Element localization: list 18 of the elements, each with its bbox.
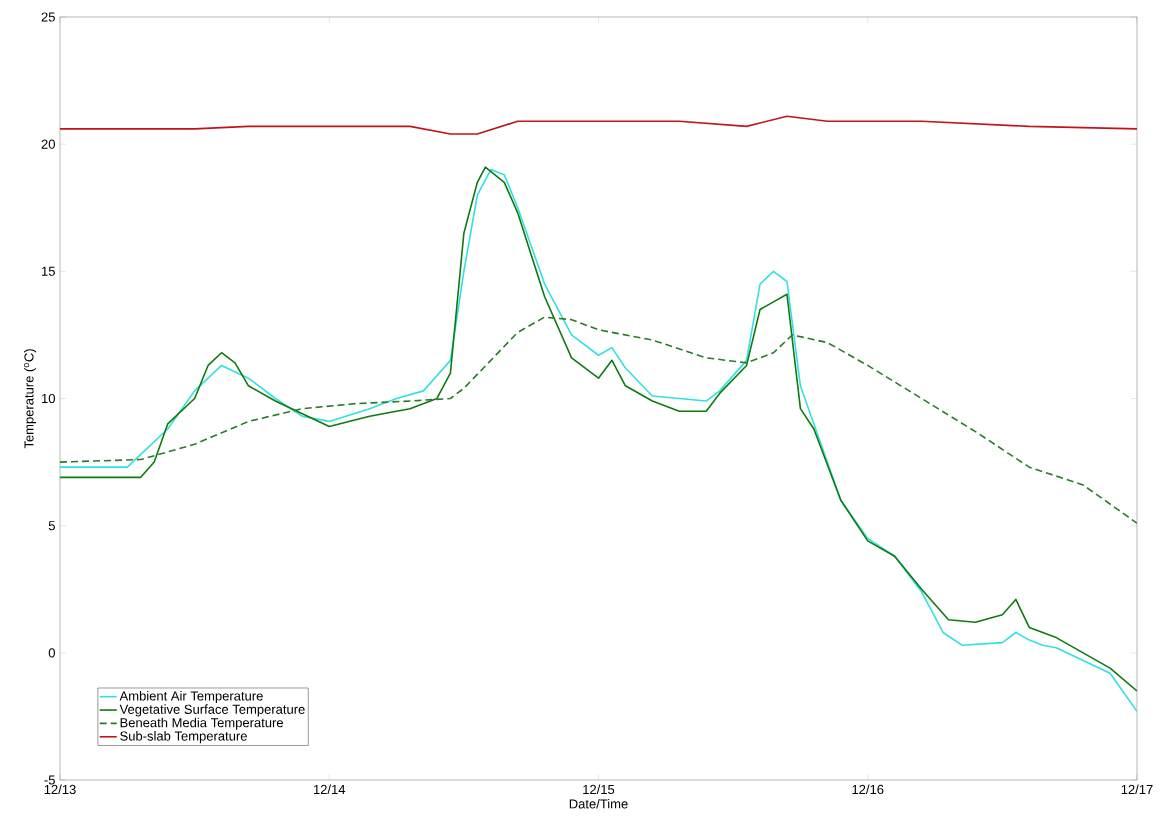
y-axis-title: Temperature ($^{o}$C) (24, 349, 37, 449)
x-tick-label: 12/14 (313, 784, 346, 795)
x-tick-label: 12/13 (44, 784, 76, 795)
legend-label: Vegetative Surface Temperature (119, 704, 305, 717)
y-tick-label: 20 (41, 139, 55, 149)
y-tick-label: 0 (48, 648, 55, 658)
y-tick-label: 15 (42, 266, 55, 276)
x-tick-label: 12/17 (1121, 784, 1153, 795)
x-tick-label: 12/15 (583, 784, 615, 795)
x-tick-label: 12/16 (852, 784, 884, 795)
legend-label: Ambient Air Temperature (119, 690, 263, 704)
y-tick-label: 25 (41, 12, 55, 22)
legend-label: Beneath Media Temperature (120, 717, 284, 730)
x-axis-title: Date/Time (569, 798, 628, 809)
y-tick-label: 5 (48, 521, 55, 531)
y-tick-label: 10 (42, 393, 55, 404)
legend-label: Sub-slab Temperature (120, 731, 247, 744)
y-tick-label: -5 (44, 775, 55, 785)
